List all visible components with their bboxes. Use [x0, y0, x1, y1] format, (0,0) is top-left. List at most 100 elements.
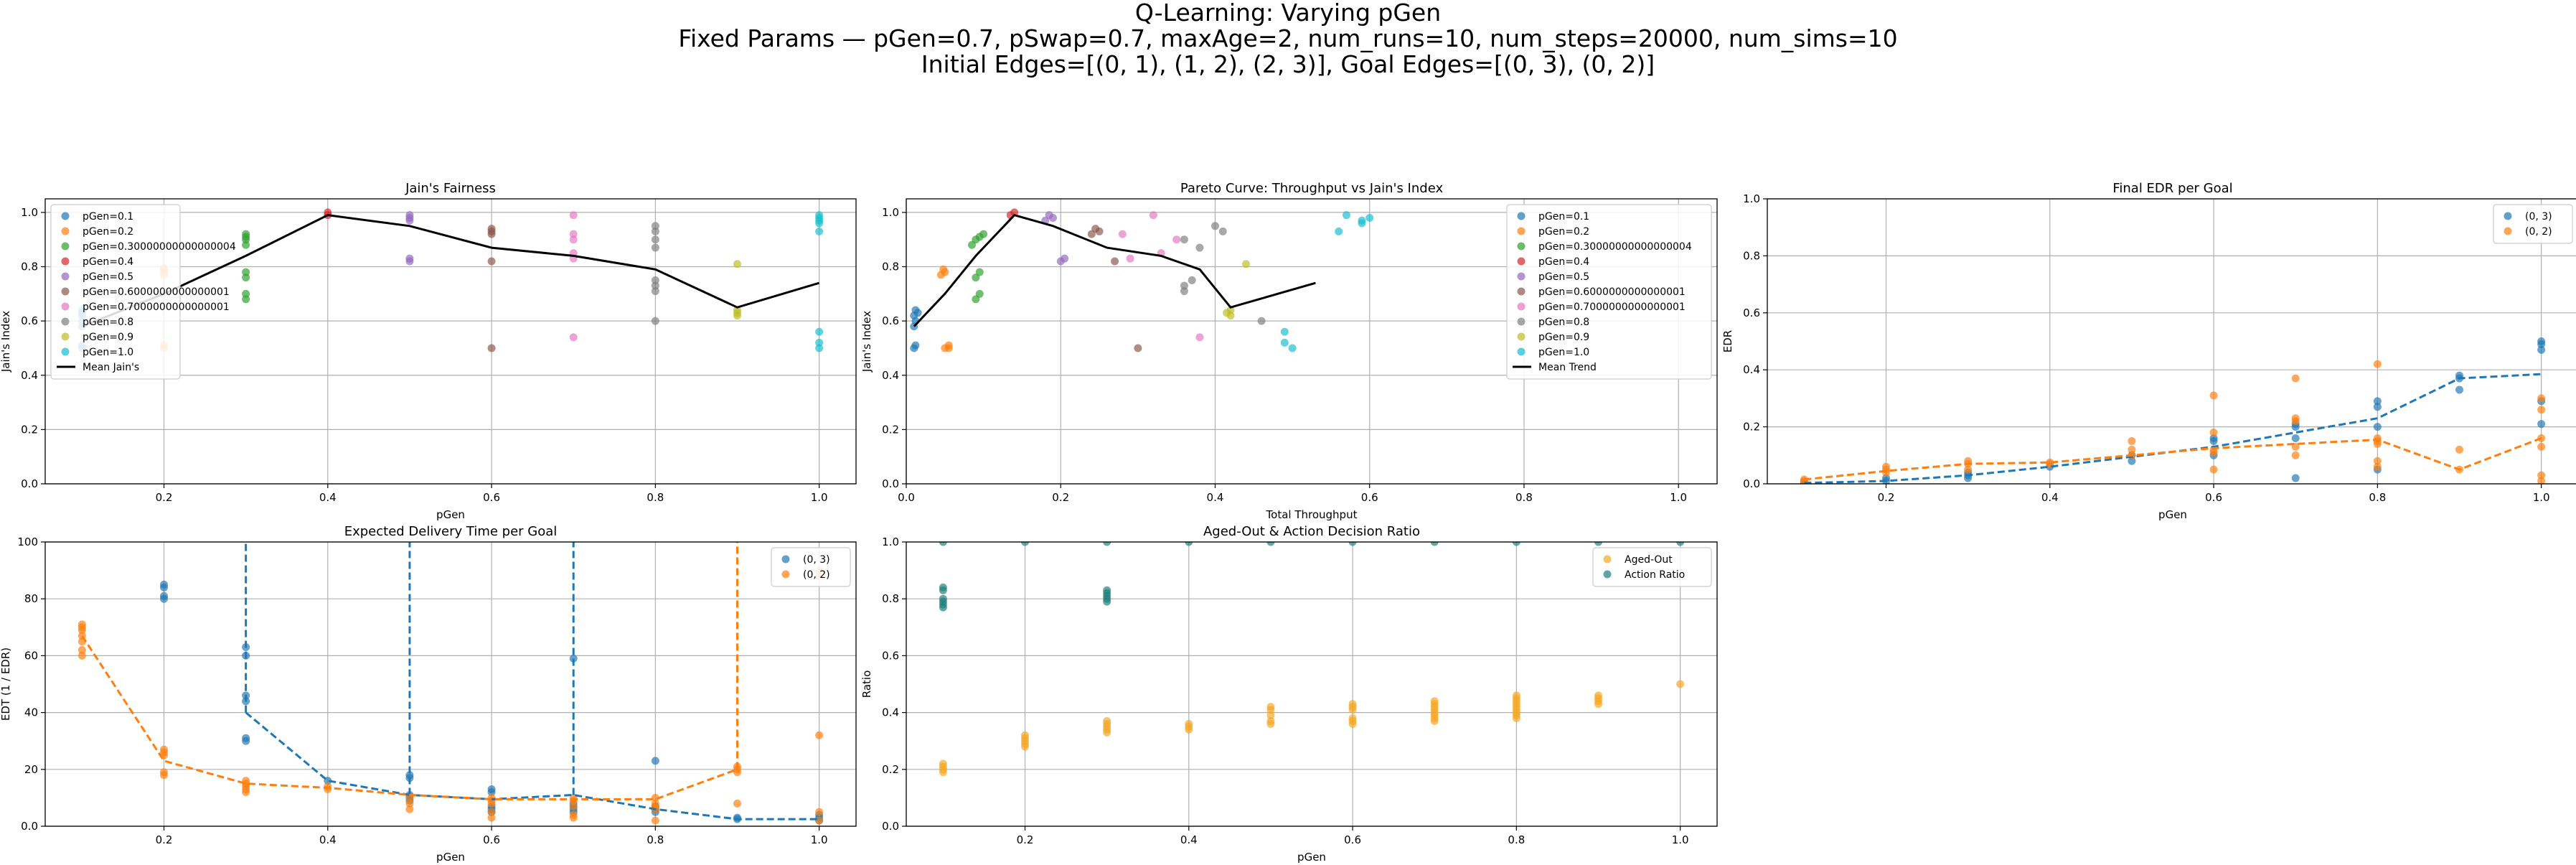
- y-tick-label: 0.0: [882, 820, 899, 833]
- legend-marker: [61, 242, 70, 251]
- scatter-point: [2373, 457, 2382, 465]
- scatter-point: [1010, 208, 1019, 217]
- x-tick-label: 0.8: [647, 491, 664, 504]
- x-tick-label: 0.2: [1052, 491, 1069, 504]
- scatter-point: [2291, 374, 2300, 383]
- y-axis-label: Ratio: [860, 670, 873, 698]
- scatter-point: [1430, 697, 1439, 706]
- scatter-point: [2373, 434, 2382, 442]
- x-tick-label: 0.8: [1508, 833, 1525, 846]
- scatter-point: [651, 287, 659, 296]
- scatter-point: [1226, 306, 1235, 314]
- scatter-point: [242, 268, 250, 276]
- scatter-point: [1111, 257, 1119, 266]
- legend-box: [50, 204, 181, 380]
- legend-marker: [1517, 287, 1526, 296]
- legend: Aged-Out Action Ratio: [1592, 547, 1712, 587]
- axes-frame: [906, 541, 1718, 827]
- x-tick-label: 0.0: [898, 491, 915, 504]
- scatter-point: [77, 651, 86, 660]
- scatter-point: [1430, 542, 1439, 546]
- y-tick-label: 0.0: [1743, 477, 1760, 490]
- legend-label: pGen=0.4: [1538, 256, 1589, 268]
- legend-label: pGen=0.6000000000000001: [1538, 286, 1686, 298]
- scatter-point: [1061, 254, 1069, 263]
- scatter-point: [1358, 216, 1366, 225]
- y-tick-label: 60: [24, 649, 38, 662]
- scatter-point: [77, 620, 86, 629]
- y-tick-label: 1.0: [882, 206, 899, 219]
- scatter-point: [815, 338, 824, 347]
- y-tick-label: 0.2: [882, 423, 899, 436]
- scatter-point: [487, 785, 496, 794]
- legend-marker: [61, 287, 70, 296]
- legend-label: pGen=0.1: [1538, 211, 1589, 223]
- scatter-point: [815, 731, 824, 739]
- y-tick-label: 0.0: [882, 477, 899, 490]
- scatter-point: [733, 306, 741, 314]
- scatter-point: [733, 260, 741, 268]
- scatter-point: [1021, 542, 1030, 546]
- scatter-point: [242, 230, 250, 238]
- scatter-point: [2046, 458, 2054, 467]
- x-tick-label: 0.4: [319, 491, 337, 504]
- scatter-point: [651, 243, 659, 252]
- legend-label: pGen=0.2: [1538, 226, 1589, 238]
- scatter-point: [651, 276, 659, 284]
- y-axis-label: EDT (1 / EDR): [0, 647, 12, 721]
- scatter-point: [944, 344, 953, 352]
- legend-marker: [1603, 555, 1612, 564]
- legend-marker: [1517, 347, 1526, 356]
- y-tick-label: 0.6: [882, 314, 899, 327]
- x-tick-label: 0.2: [1017, 833, 1034, 846]
- chart-pareto: 0.0 0.2 0.4 0.6 0.8 1.0 0.0 0.2 0.4 0.6 0.8 1.0 Pare…: [860, 181, 1718, 521]
- x-tick-label: 0.4: [2041, 491, 2059, 504]
- chart-edt: 0.2 0.4 0.6 0.8 1.0 0.0 20 40 60 80 100 Expected De…: [0, 524, 857, 864]
- y-tick-label: 0.4: [1743, 363, 1760, 376]
- scatter-point: [815, 227, 824, 235]
- legend-marker: [1517, 227, 1526, 235]
- trend-line: [1804, 437, 2542, 481]
- scatter-point: [487, 808, 496, 816]
- scatter-point: [2128, 457, 2136, 465]
- axes-frame: [44, 541, 857, 827]
- y-tick-label: 0.2: [21, 423, 38, 436]
- legend-marker: [1517, 212, 1526, 220]
- legend: (0, 3) (0, 2): [771, 547, 851, 587]
- scatter-point: [2291, 451, 2300, 459]
- legend-label: (0, 2): [2525, 226, 2552, 238]
- scatter-point: [242, 734, 250, 742]
- scatter-point: [651, 281, 659, 290]
- legend-label: (0, 2): [803, 569, 830, 581]
- scatter-point: [1348, 542, 1357, 546]
- x-tick-label: 0.8: [2369, 491, 2386, 504]
- scatter-point: [1348, 714, 1357, 723]
- y-tick-label: 0.0: [21, 477, 38, 490]
- y-tick-label: 1.0: [882, 536, 899, 548]
- suptitle-line-1: Q-Learning: Varying pGen: [1134, 0, 1442, 27]
- scatter-point: [1021, 731, 1030, 739]
- scatter-point: [405, 211, 414, 220]
- scatter-point: [160, 745, 169, 754]
- scatter-point: [1195, 333, 1204, 342]
- scatter-point: [1180, 281, 1188, 290]
- scatter-point: [939, 583, 947, 592]
- y-tick-label: 20: [24, 763, 38, 776]
- x-axis-label: pGen: [436, 508, 465, 521]
- legend-label: (0, 3): [2525, 211, 2552, 223]
- scatter-point: [815, 816, 824, 825]
- scatter-point: [1512, 691, 1520, 700]
- y-tick-label: 1.0: [21, 206, 38, 219]
- trend-line: [1804, 373, 2542, 484]
- figure-suptitle: Q-Learning: Varying pGen Fixed Params — …: [0, 0, 2576, 78]
- legend-label: pGen=0.5: [83, 271, 133, 283]
- scatter-point: [1800, 475, 1808, 484]
- scatter-point: [1149, 211, 1157, 220]
- y-axis-label: Jain's Index: [860, 311, 873, 373]
- scatter-point: [487, 813, 496, 822]
- scatter-point: [569, 810, 578, 819]
- y-tick-label: 0.4: [882, 369, 899, 382]
- scatter-point: [975, 268, 984, 276]
- legend-marker: [61, 212, 70, 220]
- scatter-point: [651, 222, 659, 230]
